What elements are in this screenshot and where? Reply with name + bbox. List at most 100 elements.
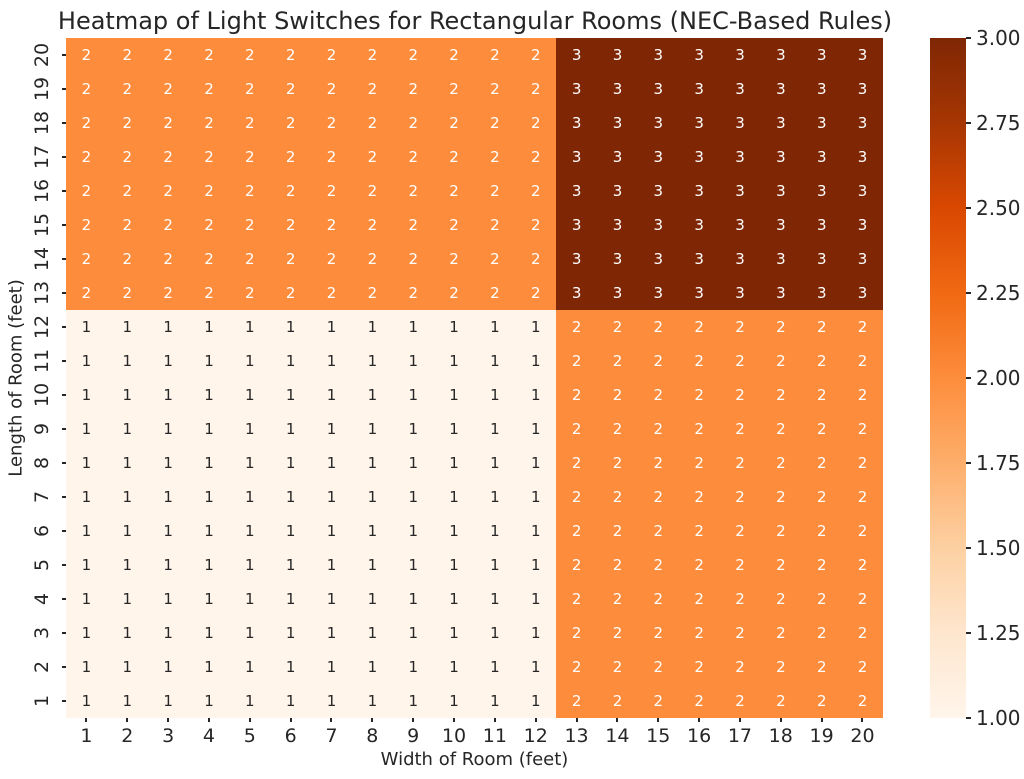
heatmap-cell: 1 bbox=[147, 378, 189, 412]
heatmap-cell: 1 bbox=[188, 480, 230, 514]
heatmap-cell: 1 bbox=[66, 616, 107, 650]
heatmap-cell: 1 bbox=[188, 412, 230, 446]
heatmap-cell: 2 bbox=[637, 412, 679, 446]
heatmap-cell: 2 bbox=[678, 446, 720, 480]
heatmap-cell: 2 bbox=[556, 582, 598, 616]
heatmap-cell: 1 bbox=[433, 310, 475, 344]
x-tick-label: 8 bbox=[352, 718, 393, 748]
heatmap-cell: 2 bbox=[351, 106, 393, 140]
heatmap-cell: 2 bbox=[637, 616, 679, 650]
x-tick-label: 19 bbox=[801, 718, 842, 748]
heatmap-cell: 2 bbox=[678, 310, 720, 344]
colorbar-tick-mark bbox=[966, 717, 971, 719]
colorbar-tick: 2.50 bbox=[966, 196, 1021, 220]
heatmap-cell: 2 bbox=[719, 514, 761, 548]
heatmap-cell: 1 bbox=[474, 480, 516, 514]
heatmap-cell: 3 bbox=[637, 208, 679, 242]
heatmap-cell: 2 bbox=[188, 276, 230, 310]
heatmap-cell: 2 bbox=[719, 480, 761, 514]
heatmap-cell: 2 bbox=[392, 208, 434, 242]
heatmap-cell: 1 bbox=[188, 650, 230, 684]
colorbar-tick-label: 2.75 bbox=[976, 111, 1021, 135]
y-tick-label: 20 bbox=[26, 38, 66, 72]
heatmap-cell: 2 bbox=[801, 412, 843, 446]
heatmap-cell: 3 bbox=[597, 38, 638, 72]
heatmap-cell: 2 bbox=[106, 208, 148, 242]
heatmap-cell: 3 bbox=[719, 208, 761, 242]
heatmap-cell: 2 bbox=[556, 650, 598, 684]
heatmap-cell: 1 bbox=[515, 616, 557, 650]
heatmap-cell: 1 bbox=[66, 446, 107, 480]
heatmap-cell: 1 bbox=[351, 514, 393, 548]
heatmap-cell: 2 bbox=[719, 650, 761, 684]
colorbar-tick-label: 1.75 bbox=[976, 451, 1021, 475]
heatmap-cell: 1 bbox=[270, 446, 312, 480]
heatmap-cell: 1 bbox=[188, 344, 230, 378]
heatmap-cell: 3 bbox=[637, 242, 679, 276]
heatmap-cell: 2 bbox=[229, 140, 271, 174]
heatmap-cell: 1 bbox=[66, 548, 107, 582]
heatmap-cell: 3 bbox=[678, 72, 720, 106]
heatmap-cell: 2 bbox=[637, 650, 679, 684]
heatmap-cell: 1 bbox=[229, 616, 271, 650]
heatmap-cell: 2 bbox=[229, 106, 271, 140]
heatmap-cell: 2 bbox=[106, 72, 148, 106]
y-tick-label: 12 bbox=[26, 310, 66, 344]
heatmap-cell: 1 bbox=[311, 344, 352, 378]
heatmap-cell: 2 bbox=[801, 548, 843, 582]
y-tick-label: 5 bbox=[26, 548, 66, 582]
heatmap-cell: 2 bbox=[842, 344, 883, 378]
heatmap-cell: 1 bbox=[66, 582, 107, 616]
heatmap-cell: 2 bbox=[637, 582, 679, 616]
heatmap-cell: 2 bbox=[433, 276, 475, 310]
heatmap-cell: 2 bbox=[270, 106, 312, 140]
heatmap-cell: 1 bbox=[106, 616, 148, 650]
heatmap-cell: 2 bbox=[637, 344, 679, 378]
heatmap-cell: 2 bbox=[474, 276, 516, 310]
heatmap-cell: 3 bbox=[801, 276, 843, 310]
heatmap-cell: 2 bbox=[270, 208, 312, 242]
heatmap-cell: 2 bbox=[556, 480, 598, 514]
colorbar-gradient bbox=[930, 38, 966, 718]
heatmap-cell: 1 bbox=[474, 344, 516, 378]
heatmap-cell: 2 bbox=[351, 38, 393, 72]
heatmap-cell: 1 bbox=[351, 582, 393, 616]
heatmap-cell: 2 bbox=[842, 514, 883, 548]
heatmap-cell: 1 bbox=[66, 480, 107, 514]
heatmap-cell: 1 bbox=[188, 616, 230, 650]
colorbar-tick: 1.00 bbox=[966, 706, 1021, 730]
heatmap-cell: 2 bbox=[556, 344, 598, 378]
heatmap-cell: 2 bbox=[147, 106, 189, 140]
heatmap-cell: 2 bbox=[392, 174, 434, 208]
heatmap-cell: 2 bbox=[66, 106, 107, 140]
heatmap-cell: 1 bbox=[270, 480, 312, 514]
heatmap-cell: 2 bbox=[392, 276, 434, 310]
y-tick-label: 18 bbox=[26, 106, 66, 140]
x-tick-label: 13 bbox=[556, 718, 597, 748]
heatmap-cell: 2 bbox=[719, 548, 761, 582]
heatmap-cell: 2 bbox=[597, 310, 638, 344]
heatmap-cell: 1 bbox=[270, 548, 312, 582]
heatmap-cell: 1 bbox=[66, 310, 107, 344]
heatmap-cell: 1 bbox=[311, 548, 352, 582]
colorbar-tick-mark bbox=[966, 632, 971, 634]
heatmap-cell: 1 bbox=[188, 582, 230, 616]
heatmap-cell: 2 bbox=[842, 378, 883, 412]
heatmap-cell: 2 bbox=[351, 208, 393, 242]
heatmap-cell: 1 bbox=[229, 344, 271, 378]
heatmap-cell: 3 bbox=[556, 38, 598, 72]
heatmap-cell: 2 bbox=[515, 140, 557, 174]
heatmap-cell: 1 bbox=[351, 412, 393, 446]
heatmap-cell: 2 bbox=[842, 310, 883, 344]
heatmap-cell: 2 bbox=[311, 174, 352, 208]
heatmap-cell: 2 bbox=[597, 446, 638, 480]
heatmap-cell: 2 bbox=[229, 174, 271, 208]
heatmap-cell: 1 bbox=[351, 616, 393, 650]
heatmap-cell: 1 bbox=[106, 378, 148, 412]
heatmap-cell: 2 bbox=[66, 174, 107, 208]
heatmap-cell: 1 bbox=[474, 548, 516, 582]
y-tick-label: 14 bbox=[26, 242, 66, 276]
heatmap-cell: 2 bbox=[66, 38, 107, 72]
